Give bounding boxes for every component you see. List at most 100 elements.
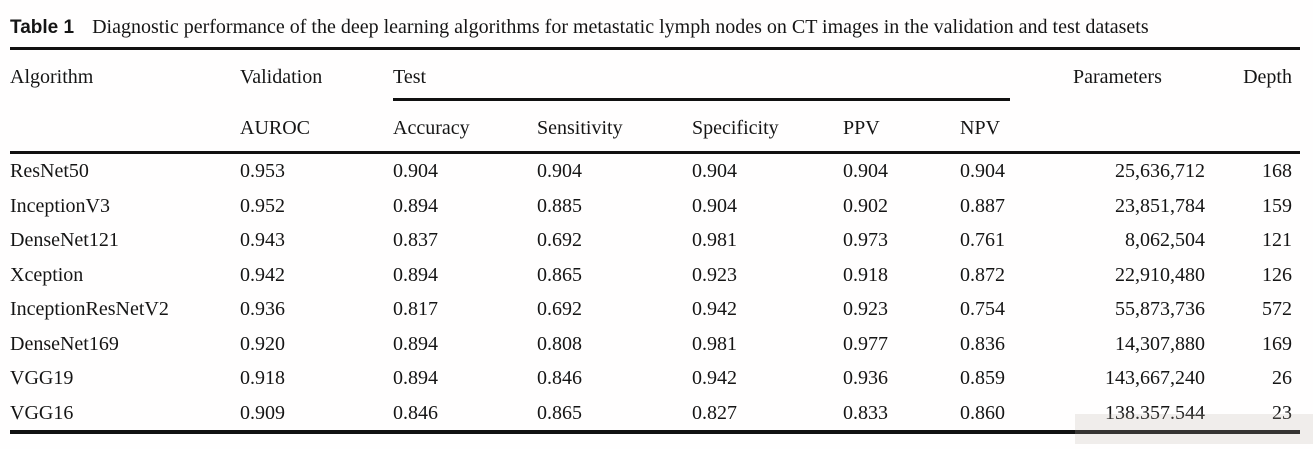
cell-ppv: 0.936 — [843, 367, 888, 390]
table-row: Xception 0.942 0.894 0.865 0.923 0.918 0… — [10, 258, 1300, 293]
cell-npv: 0.860 — [960, 395, 1040, 434]
cell-specificity: 0.827 — [692, 395, 843, 434]
cell-specificity: 0.942 — [692, 298, 737, 321]
cell-sensitivity: 0.904 — [537, 160, 582, 183]
col-header-ppv: PPV — [843, 100, 960, 154]
cell-parameters: 55,873,736 — [1115, 298, 1205, 321]
cell-sensitivity: 0.865 — [537, 395, 692, 434]
cell-ppv: 0.918 — [843, 263, 888, 286]
cell-auroc: 0.943 — [240, 229, 285, 252]
table-row: InceptionResNetV2 0.936 0.817 0.692 0.94… — [10, 292, 1300, 327]
cell-depth: 168 — [1262, 160, 1292, 183]
header-row-groups: Algorithm Validation Test Parameters Dep… — [10, 48, 1300, 154]
cell-sensitivity: 0.865 — [537, 263, 582, 286]
cell-parameters: 22,910,480 — [1115, 263, 1205, 286]
cell-ppv: 0.833 — [843, 395, 960, 434]
col-header-sensitivity: Sensitivity — [537, 100, 692, 154]
cell-sensitivity: 0.692 — [537, 298, 582, 321]
cell-depth: 23 — [1215, 395, 1300, 434]
cell-specificity: 0.981 — [692, 332, 737, 355]
table-row: VGG19 0.918 0.894 0.846 0.942 0.936 0.85… — [10, 361, 1300, 396]
cell-parameters: 138.357.544 — [1040, 395, 1215, 434]
cell-parameters: 25,636,712 — [1115, 160, 1205, 183]
cell-specificity: 0.942 — [692, 367, 737, 390]
table-caption-text: Diagnostic performance of the deep learn… — [92, 16, 1149, 38]
cell-algorithm: DenseNet121 — [10, 229, 119, 252]
cell-accuracy: 0.904 — [393, 160, 438, 183]
cell-specificity: 0.904 — [692, 160, 737, 183]
cell-npv: 0.754 — [960, 298, 1005, 321]
header-row-metrics: AUROC Accuracy Sensitivity Specificity P… — [10, 100, 1300, 154]
cell-algorithm: VGG16 — [10, 395, 240, 434]
table-row: DenseNet169 0.920 0.894 0.808 0.981 0.97… — [10, 327, 1300, 362]
cell-parameters: 143,667,240 — [1105, 367, 1205, 390]
cell-npv: 0.872 — [960, 263, 1005, 286]
cell-depth: 572 — [1262, 298, 1292, 321]
cell-specificity: 0.923 — [692, 263, 737, 286]
cell-sensitivity: 0.846 — [537, 367, 582, 390]
cell-algorithm: DenseNet169 — [10, 332, 119, 355]
cell-npv: 0.904 — [960, 160, 1005, 183]
cell-parameters: 14,307,880 — [1115, 332, 1205, 355]
cell-algorithm: InceptionV3 — [10, 194, 110, 217]
performance-table: Algorithm Validation Test Parameters Dep… — [10, 47, 1300, 434]
col-header-accuracy: Accuracy — [393, 100, 537, 154]
cell-algorithm: Xception — [10, 263, 84, 286]
cell-auroc: 0.918 — [240, 367, 285, 390]
cell-depth: 121 — [1262, 229, 1292, 252]
cell-algorithm: VGG19 — [10, 367, 74, 390]
cell-specificity: 0.981 — [692, 229, 737, 252]
cell-depth: 159 — [1262, 194, 1292, 217]
cell-accuracy: 0.894 — [393, 263, 438, 286]
cell-ppv: 0.902 — [843, 194, 888, 217]
cell-accuracy: 0.894 — [393, 332, 438, 355]
cell-depth: 26 — [1272, 367, 1292, 390]
cell-auroc: 0.953 — [240, 160, 285, 183]
col-header-specificity: Specificity — [692, 100, 843, 154]
cell-auroc: 0.936 — [240, 298, 285, 321]
cell-sensitivity: 0.692 — [537, 229, 582, 252]
cell-npv: 0.887 — [960, 194, 1005, 217]
table-caption: Table 1 Diagnostic performance of the dee… — [0, 0, 1313, 39]
cell-npv: 0.859 — [960, 367, 1005, 390]
cell-ppv: 0.904 — [843, 160, 888, 183]
cell-auroc: 0.942 — [240, 263, 285, 286]
cell-accuracy: 0.894 — [393, 194, 438, 217]
col-header-algorithm: Algorithm — [10, 48, 240, 154]
table-header: Algorithm Validation Test Parameters Dep… — [10, 48, 1300, 154]
test-group-label: Test — [393, 66, 427, 88]
cell-auroc: 0.952 — [240, 194, 285, 217]
cell-ppv: 0.973 — [843, 229, 888, 252]
cell-specificity: 0.904 — [692, 194, 737, 217]
table-row: VGG16 0.909 0.846 0.865 0.827 0.833 0.86… — [10, 395, 1300, 434]
cell-ppv: 0.977 — [843, 332, 888, 355]
cell-auroc: 0.920 — [240, 332, 285, 355]
table-row: InceptionV3 0.952 0.894 0.885 0.904 0.90… — [10, 189, 1300, 224]
table-row: ResNet50 0.953 0.904 0.904 0.904 0.904 0… — [10, 153, 1300, 189]
cell-accuracy: 0.846 — [393, 395, 537, 434]
col-header-npv: NPV — [960, 100, 1040, 154]
cell-sensitivity: 0.885 — [537, 194, 582, 217]
table-body: ResNet50 0.953 0.904 0.904 0.904 0.904 0… — [10, 153, 1300, 434]
cell-depth: 126 — [1262, 263, 1292, 286]
col-header-validation-group: Validation — [240, 66, 323, 88]
table-caption-label: Table 1 — [10, 17, 75, 38]
cell-npv: 0.836 — [960, 332, 1005, 355]
cell-auroc: 0.909 — [240, 395, 393, 434]
cell-sensitivity: 0.808 — [537, 332, 582, 355]
cell-ppv: 0.923 — [843, 298, 888, 321]
col-header-auroc: AUROC — [240, 100, 393, 154]
cell-npv: 0.761 — [960, 229, 1005, 252]
cell-accuracy: 0.817 — [393, 298, 438, 321]
cell-accuracy: 0.894 — [393, 367, 438, 390]
cell-depth: 169 — [1262, 332, 1292, 355]
cell-parameters: 8,062,504 — [1125, 229, 1205, 252]
cell-algorithm: InceptionResNetV2 — [10, 298, 169, 321]
col-header-test-group: Test — [393, 49, 1040, 101]
col-header-depth: Depth — [1215, 48, 1300, 154]
cell-accuracy: 0.837 — [393, 229, 438, 252]
col-header-parameters: Parameters — [1040, 48, 1215, 154]
cell-algorithm: ResNet50 — [10, 160, 89, 183]
cell-parameters: 23,851,784 — [1115, 194, 1205, 217]
